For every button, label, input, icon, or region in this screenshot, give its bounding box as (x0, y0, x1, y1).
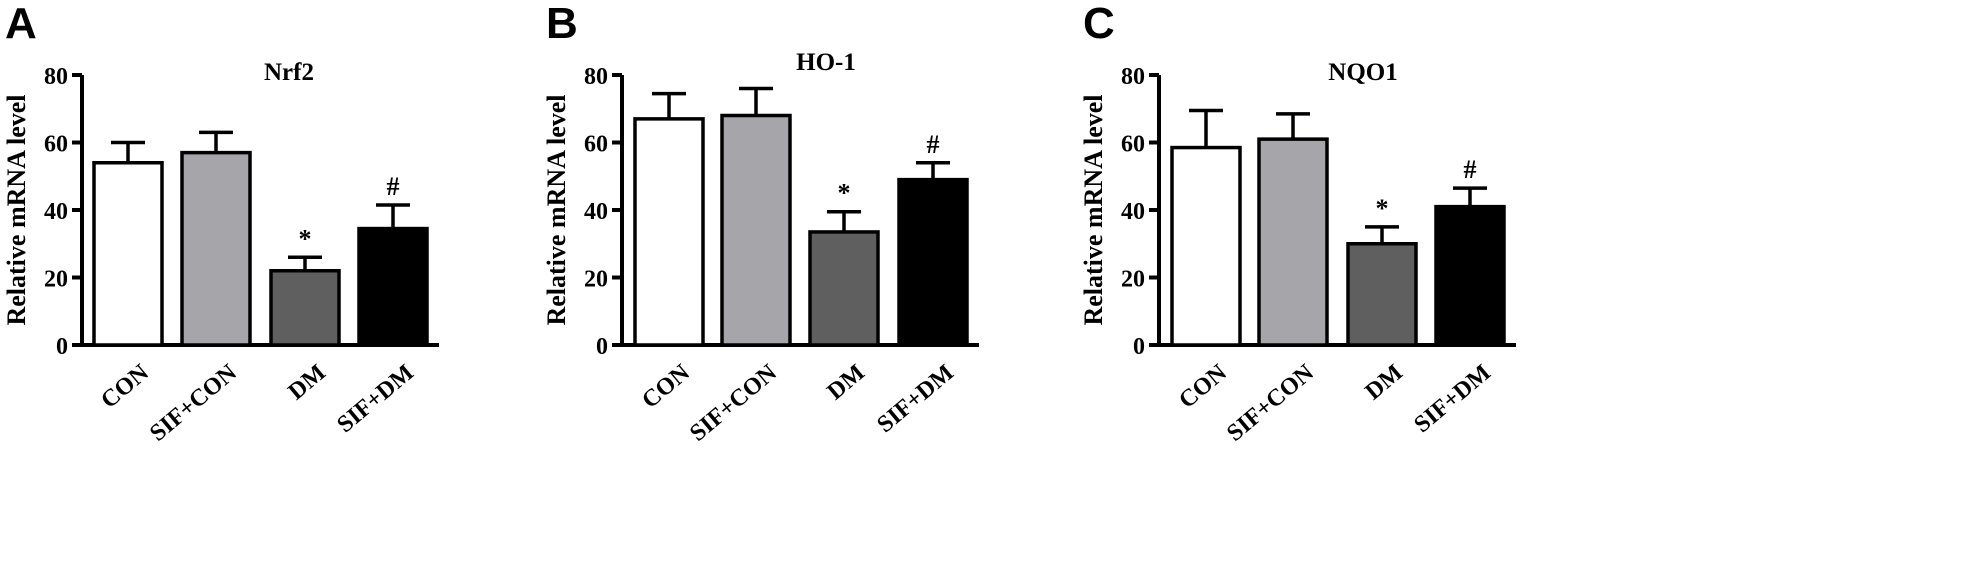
x-tick-label: SIF+CON (685, 359, 782, 446)
chart-title: Nrf2 (264, 59, 314, 86)
y-tick-label: 80 (1121, 64, 1145, 90)
bar-sif-con (720, 113, 792, 347)
y-tick-label: 40 (44, 199, 68, 225)
panel-letter: B (546, 0, 578, 48)
x-tick-label: SIF+DM (1409, 360, 1495, 438)
y-tick-label: 20 (584, 267, 608, 293)
panel-letter: C (1083, 0, 1115, 48)
y-tick-label: 0 (56, 334, 68, 360)
x-tick-label: DM (1361, 360, 1408, 406)
y-axis-label: Relative mRNA level (542, 94, 571, 325)
bar-sif-dm (897, 177, 969, 347)
y-tick-label: 80 (584, 64, 608, 90)
x-tick-label: SIF+CON (145, 359, 242, 446)
significance-label: * (1376, 194, 1389, 223)
y-tick-label: 60 (1121, 132, 1145, 158)
y-tick-label: 40 (1121, 199, 1145, 225)
y-tick-label: 0 (1133, 334, 1145, 360)
significance-label: * (299, 224, 312, 253)
y-tick-label: 80 (44, 64, 68, 90)
bar-sif-dm (1434, 204, 1506, 347)
bar-con (1170, 145, 1242, 347)
y-tick-label: 0 (596, 334, 608, 360)
panel-letter: A (5, 0, 37, 48)
significance-label: * (838, 179, 851, 208)
y-tick-label: 60 (584, 132, 608, 158)
y-tick-label: 40 (584, 199, 608, 225)
significance-label: # (927, 130, 940, 159)
x-tick-label: CON (96, 359, 154, 414)
x-tick-label: CON (637, 359, 695, 414)
y-tick-label: 20 (1121, 267, 1145, 293)
x-tick-label: DM (284, 360, 331, 406)
bar-sif-dm (357, 226, 429, 347)
y-tick-label: 60 (44, 132, 68, 158)
bar-con (633, 117, 705, 347)
x-tick-label: SIF+CON (1222, 359, 1319, 446)
bar-sif-con (1257, 137, 1329, 347)
x-tick-label: CON (1174, 359, 1232, 414)
significance-label: # (1464, 155, 1477, 184)
bar-con (92, 161, 164, 347)
bar-dm (1346, 242, 1418, 347)
chart-title: NQO1 (1328, 59, 1397, 86)
significance-label: # (387, 172, 400, 201)
bar-dm (808, 230, 880, 347)
y-tick-label: 20 (44, 267, 68, 293)
bar-sif-con (180, 150, 252, 347)
chart-title: HO-1 (796, 49, 856, 76)
y-axis-label: Relative mRNA level (1079, 94, 1108, 325)
bar-dm (269, 269, 341, 347)
y-axis-label: Relative mRNA level (2, 94, 31, 325)
x-tick-label: SIF+DM (332, 360, 418, 438)
x-tick-label: DM (823, 360, 870, 406)
x-tick-label: SIF+DM (872, 360, 958, 438)
